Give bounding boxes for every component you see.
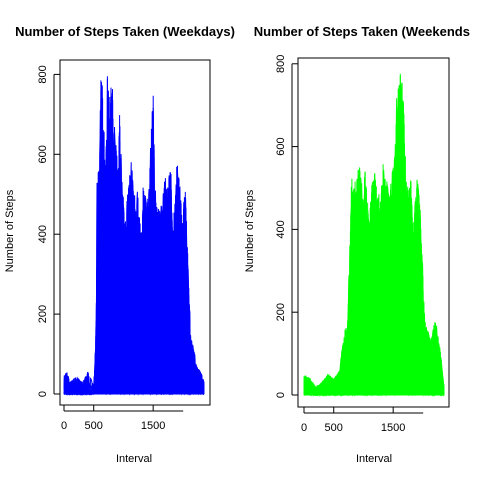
weekend-y-axis-label: Number of Steps [244,189,256,272]
weekend-x-tick-label: 1500 [381,422,405,434]
weekday-x-tick-label: 1500 [141,420,165,432]
weekday-y-tick-label: 200 [37,305,49,323]
panel-separator [240,20,252,44]
weekday-y-ticks: 0 200 400 600 800 [37,65,60,397]
weekend-steps-panel: Number of Steps Taken (Weekends) Interva… [244,24,474,465]
weekend-x-tick-label: 0 [301,422,307,434]
weekend-y-tick-label: 200 [275,303,287,321]
weekend-plot-frame [297,57,450,408]
right-edge-mask [470,20,480,44]
weekday-y-axis-label: Number of Steps [4,189,16,272]
weekday-y-tick-label: 600 [37,145,49,163]
weekday-y-tick-label: 0 [37,391,49,397]
weekend-chart-title: Number of Steps Taken (Weekends) [254,24,475,39]
weekend-x-ticks: 0 500 1500 [301,407,424,434]
weekday-y-tick-label: 400 [37,225,49,243]
weekday-x-tick-label: 500 [85,420,103,432]
weekday-chart-title: Number of Steps Taken (Weekdays) [15,24,235,39]
weekday-x-axis-label: Interval [116,453,152,465]
weekday-steps-panel: Number of Steps Taken (Weekdays) Interva… [4,24,235,465]
weekend-y-tick-label: 800 [275,55,287,73]
weekend-x-tick-label: 500 [325,422,343,434]
weekend-x-axis-label: Interval [356,453,392,465]
weekend-series-group [303,73,445,397]
weekend-y-tick-label: 600 [275,137,287,155]
weekday-plot-frame [59,59,211,406]
weekday-series-line [63,148,205,396]
weekend-y-ticks: 0 200 400 600 800 [275,55,298,398]
weekend-y-tick-label: 0 [275,392,287,398]
weekday-y-tick-label: 800 [37,65,49,83]
weekday-x-tick-label: 0 [61,420,67,432]
weekday-series-group [63,76,205,396]
weekend-series-line [303,161,445,397]
weekend-y-tick-label: 400 [275,220,287,238]
weekday-x-ticks: 0 500 1500 [61,405,184,432]
